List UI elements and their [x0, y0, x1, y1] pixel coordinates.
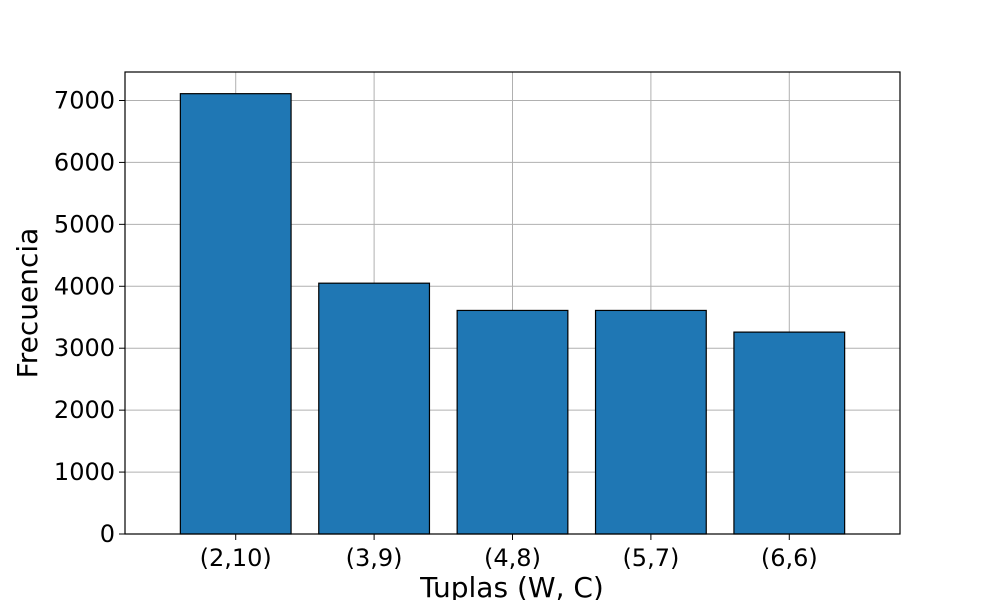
y-tick-label: 2000: [54, 396, 115, 424]
y-tick-label: 5000: [54, 210, 115, 238]
y-axis-ticks: 0 1000 2000 3000 4000 5000 6000 7000: [54, 86, 125, 548]
y-tick-label: 6000: [54, 148, 115, 176]
x-tick-label: (4,8): [484, 544, 541, 572]
x-tick-label: (2,10): [200, 544, 272, 572]
y-tick-label: 7000: [54, 86, 115, 114]
y-tick-label: 3000: [54, 334, 115, 362]
x-axis-label: Tuplas (W, C): [419, 571, 604, 600]
bar: [318, 282, 431, 535]
x-tick-label: (6,6): [761, 544, 818, 572]
bars: [179, 93, 846, 535]
x-axis-ticks: (2,10) (3,9) (4,8) (5,7) (6,6): [200, 534, 818, 572]
x-tick-label: (3,9): [346, 544, 403, 572]
y-tick-label: 1000: [54, 458, 115, 486]
bar: [594, 309, 707, 535]
y-tick-label: 4000: [54, 272, 115, 300]
bar: [733, 331, 846, 535]
bar: [179, 93, 292, 535]
x-tick-label: (5,7): [622, 544, 679, 572]
y-axis-label: Frecuencia: [11, 228, 44, 379]
y-tick-label: 0: [100, 520, 115, 548]
bar: [456, 309, 569, 535]
